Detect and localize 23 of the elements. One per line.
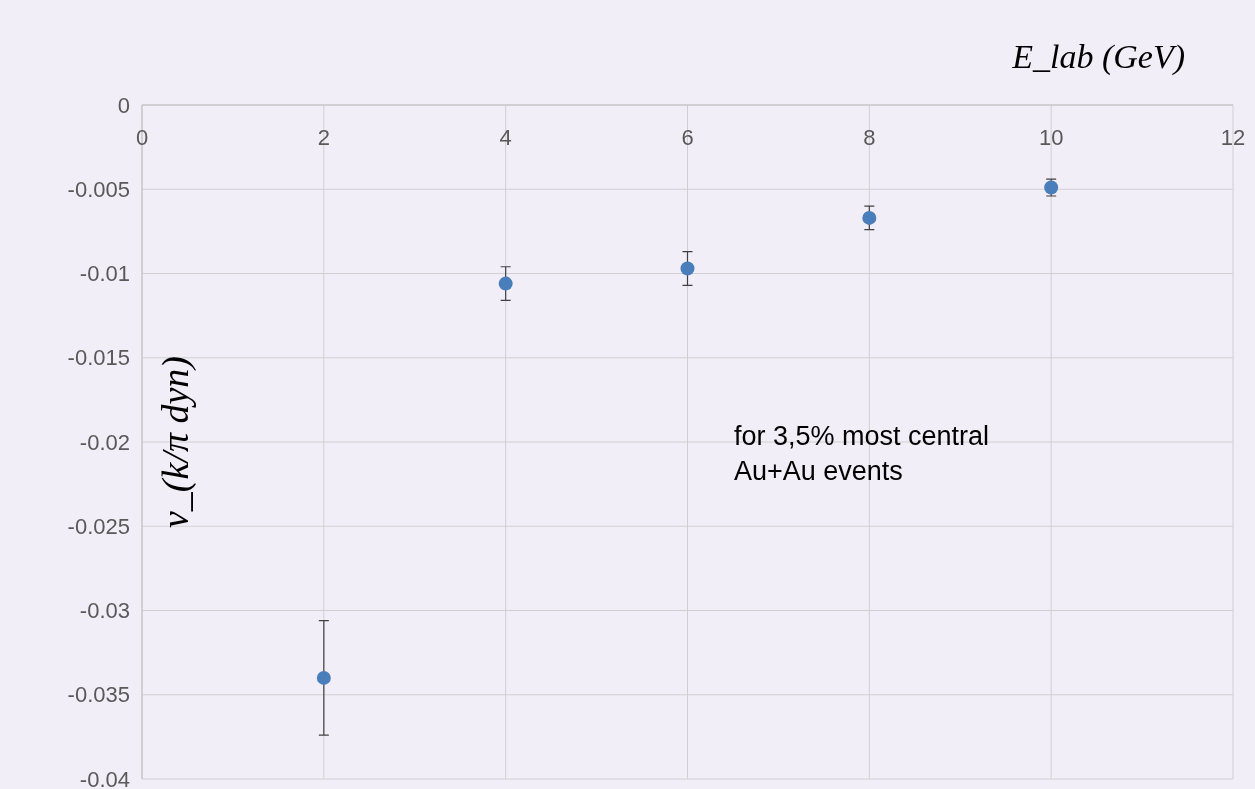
y-axis-title: ν_(k/π dyn) [154,355,197,529]
y-tick-label: -0.015 [67,345,130,371]
point [680,261,695,276]
x-tick-label: 2 [317,125,330,150]
y-tick-label: -0.01 [79,261,130,286]
x-axis-title: E_lab (GeV) [1011,38,1185,76]
x-tick-label: 4 [499,125,512,150]
x-tick-label: 10 [1038,125,1064,150]
x-tick-label: 6 [681,125,694,150]
point [498,276,513,291]
point [862,210,877,225]
y-tick-label: -0.035 [67,682,130,708]
annotation: for 3,5% most central Au+Au events [734,421,990,486]
y-tick-label: -0.03 [79,598,130,623]
y-tick-label: -0.005 [67,176,130,202]
y-tick-label: -0.02 [79,429,130,455]
x-tick-label: 12 [1220,125,1246,150]
y-tick-label: 0 [117,92,130,118]
x-tick-label: 0 [135,125,149,150]
point [316,670,331,685]
y-tick-label: -0.04 [79,766,130,789]
x-tick-label: 8 [863,125,876,150]
y-tick-label: -0.025 [67,513,130,539]
